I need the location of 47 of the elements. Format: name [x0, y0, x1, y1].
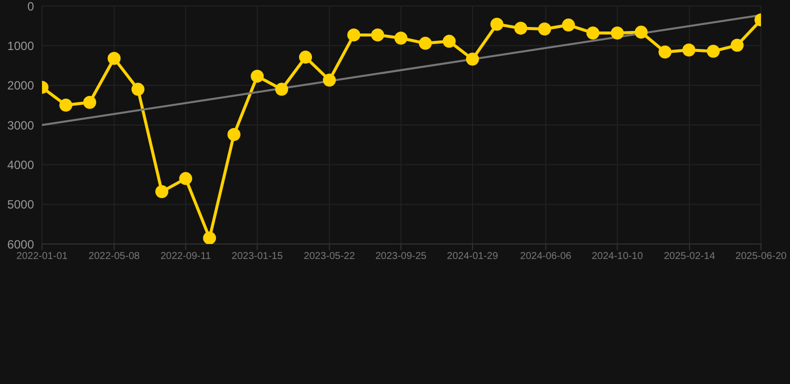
point	[394, 32, 408, 45]
x-tick-label: 2025-02-14	[664, 251, 716, 262]
point	[179, 172, 192, 186]
point	[442, 34, 456, 48]
point	[538, 22, 552, 36]
point	[658, 46, 672, 59]
point	[490, 18, 504, 31]
y-tick-label: 5000	[7, 198, 34, 212]
point	[83, 96, 96, 109]
point	[466, 52, 479, 66]
point	[610, 26, 624, 40]
x-tick-label: 2024-01-29	[446, 251, 499, 262]
point	[59, 98, 72, 112]
point	[347, 28, 360, 42]
point	[371, 28, 384, 42]
y-tick-label: 2000	[7, 78, 34, 93]
x-tick-label: 2022-05-08	[88, 251, 140, 262]
point	[227, 128, 240, 142]
point	[275, 82, 288, 96]
point	[562, 18, 575, 32]
point	[706, 44, 720, 58]
y-tick-label: 6000	[7, 237, 34, 252]
point	[322, 74, 336, 87]
point	[131, 82, 144, 96]
point	[250, 70, 264, 83]
point	[155, 185, 168, 198]
x-tick-label: 2022-09-11	[160, 251, 212, 262]
x-tick-label: 2023-05-22	[304, 251, 356, 262]
x-tick-label: 2024-06-06	[520, 251, 572, 262]
point	[586, 26, 600, 40]
y-tick-label: 3000	[7, 118, 34, 132]
point	[682, 44, 696, 57]
point	[299, 50, 312, 64]
y-tick-label: 4000	[7, 158, 34, 172]
y-tick-label: 0	[27, 0, 34, 14]
x-tick-label: 2024-10-10	[592, 251, 644, 262]
point	[108, 52, 121, 65]
x-tick-label: 2025-06-20	[735, 251, 788, 262]
x-tick-label: 2022-01-01	[16, 251, 68, 262]
point	[730, 38, 744, 52]
point	[203, 232, 216, 244]
x-tick-label: 2023-09-25	[375, 251, 427, 262]
point	[418, 36, 432, 50]
point	[514, 22, 528, 35]
point	[634, 26, 648, 39]
x-tick-label: 2023-01-15	[232, 251, 284, 262]
y-tick-label: 1000	[7, 38, 34, 53]
